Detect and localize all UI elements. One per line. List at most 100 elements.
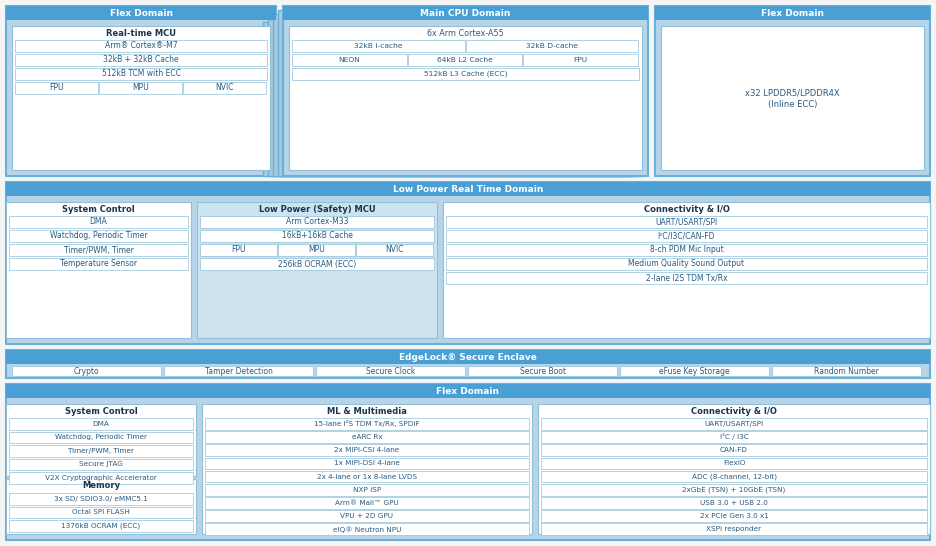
Bar (99, 82, 182, 94)
Text: VPU + 2D GPU: VPU + 2D GPU (341, 513, 393, 519)
Text: Connectivity & I/O: Connectivity & I/O (691, 407, 777, 416)
Bar (273, 14, 638, 176)
Text: System Control: System Control (62, 205, 135, 213)
Bar (9, 507, 193, 518)
Bar (283, 6, 648, 176)
Text: Flex Domain: Flex Domain (761, 9, 824, 17)
Bar (6, 479, 196, 534)
Bar (446, 230, 927, 242)
Text: EdgeLock® Secure Enclave: EdgeLock® Secure Enclave (399, 353, 537, 361)
Text: Low Power Real Time Domain: Low Power Real Time Domain (393, 185, 543, 193)
Text: eFuse Key Storage: eFuse Key Storage (659, 366, 730, 376)
Bar (523, 54, 638, 66)
Text: Secure Clock: Secure Clock (366, 366, 416, 376)
Bar (9, 244, 188, 256)
Text: FPU: FPU (574, 57, 588, 63)
Bar (6, 202, 191, 338)
Text: Timer/PWM, Timer: Timer/PWM, Timer (68, 448, 134, 454)
Text: 64kB L2 Cache: 64kB L2 Cache (437, 57, 493, 63)
Text: 32kB + 32kB Cache: 32kB + 32kB Cache (103, 56, 179, 64)
Bar (205, 444, 529, 456)
Text: Low Power (Safety) MCU: Low Power (Safety) MCU (258, 205, 375, 213)
Text: 256kB OCRAM (ECC): 256kB OCRAM (ECC) (278, 259, 356, 269)
Text: 2x 4-lane or 1x 8-lane LVDS: 2x 4-lane or 1x 8-lane LVDS (317, 473, 417, 479)
Bar (6, 350, 930, 364)
Text: 8-ch PDM Mic Input: 8-ch PDM Mic Input (650, 246, 724, 254)
Bar (263, 22, 628, 176)
Text: 15-lane I²S TDM Tx/Rx, SPDIF: 15-lane I²S TDM Tx/Rx, SPDIF (314, 420, 420, 428)
Text: System Control: System Control (65, 407, 138, 416)
Bar (292, 40, 464, 52)
Text: NEON: NEON (339, 57, 360, 63)
Text: FlexIO: FlexIO (723, 460, 745, 466)
Text: Temperature Sensor: Temperature Sensor (60, 259, 137, 269)
Text: CAN-FD: CAN-FD (720, 447, 748, 453)
Bar (538, 404, 930, 534)
Bar (541, 471, 927, 482)
Bar (541, 510, 927, 522)
Text: Watchdog, Periodic Timer: Watchdog, Periodic Timer (55, 434, 147, 440)
Bar (205, 431, 529, 443)
Bar (15, 82, 98, 94)
Bar (446, 258, 927, 270)
Bar (6, 384, 930, 540)
Bar (468, 366, 617, 376)
Bar (541, 497, 927, 509)
Bar (283, 6, 648, 20)
Bar (541, 523, 927, 535)
Bar (408, 54, 522, 66)
Text: Tamper Detection: Tamper Detection (205, 366, 272, 376)
Bar (278, 10, 643, 176)
Text: I²C/I3C/CAN-FD: I²C/I3C/CAN-FD (658, 232, 715, 240)
Bar (205, 497, 529, 509)
Text: NVIC: NVIC (386, 246, 403, 254)
Text: Arm Cortex-M33: Arm Cortex-M33 (285, 217, 348, 227)
Text: 2-lane I2S TDM Tx/Rx: 2-lane I2S TDM Tx/Rx (646, 274, 727, 282)
Text: 512kB L3 Cache (ECC): 512kB L3 Cache (ECC) (424, 71, 507, 77)
Bar (6, 6, 276, 176)
Text: Random Number: Random Number (814, 366, 879, 376)
Bar (446, 244, 927, 256)
Text: Real-time MCU: Real-time MCU (106, 28, 176, 38)
Text: 6x Arm Cortex-A55: 6x Arm Cortex-A55 (427, 28, 504, 38)
Text: NXP ISP: NXP ISP (353, 486, 381, 492)
Text: XSPI responder: XSPI responder (707, 526, 762, 532)
Text: Connectivity & I/O: Connectivity & I/O (644, 205, 729, 213)
Bar (202, 404, 532, 534)
Bar (9, 418, 193, 430)
Bar (541, 444, 927, 456)
Bar (205, 523, 529, 535)
Bar (9, 472, 193, 484)
Text: MPU: MPU (308, 246, 325, 254)
Bar (541, 484, 927, 496)
Text: Flex Domain: Flex Domain (436, 387, 500, 395)
Text: 2x MIPI-CSI 4-lane: 2x MIPI-CSI 4-lane (334, 447, 400, 453)
Text: Octal SPI FLASH: Octal SPI FLASH (72, 509, 130, 515)
Text: DMA: DMA (90, 217, 108, 227)
Text: 1x MIPI-DSI 4-lane: 1x MIPI-DSI 4-lane (334, 460, 400, 466)
Text: UART/USART/SPI: UART/USART/SPI (705, 421, 764, 427)
Bar (278, 244, 355, 256)
Bar (15, 68, 267, 80)
Bar (9, 431, 193, 443)
Bar (200, 230, 434, 242)
Bar (200, 244, 277, 256)
Bar (292, 68, 639, 80)
Text: Arm® Mali™ GPU: Arm® Mali™ GPU (335, 500, 399, 506)
Bar (661, 26, 924, 170)
Text: ADC (8-channel, 12-bit): ADC (8-channel, 12-bit) (692, 473, 777, 480)
Text: 512kB TCM with ECC: 512kB TCM with ECC (102, 69, 181, 79)
Bar (205, 471, 529, 482)
Text: (Inline ECC): (Inline ECC) (768, 99, 817, 109)
Text: Timer/PWM, Timer: Timer/PWM, Timer (64, 246, 134, 254)
Text: 32kB I-cache: 32kB I-cache (354, 43, 402, 49)
Bar (9, 493, 193, 505)
Bar (197, 202, 437, 338)
Bar (655, 6, 930, 176)
Bar (6, 404, 196, 476)
Bar (541, 418, 927, 430)
Bar (9, 459, 193, 470)
Bar (200, 216, 434, 228)
Bar (183, 82, 266, 94)
Text: Flex Domain: Flex Domain (110, 9, 172, 17)
